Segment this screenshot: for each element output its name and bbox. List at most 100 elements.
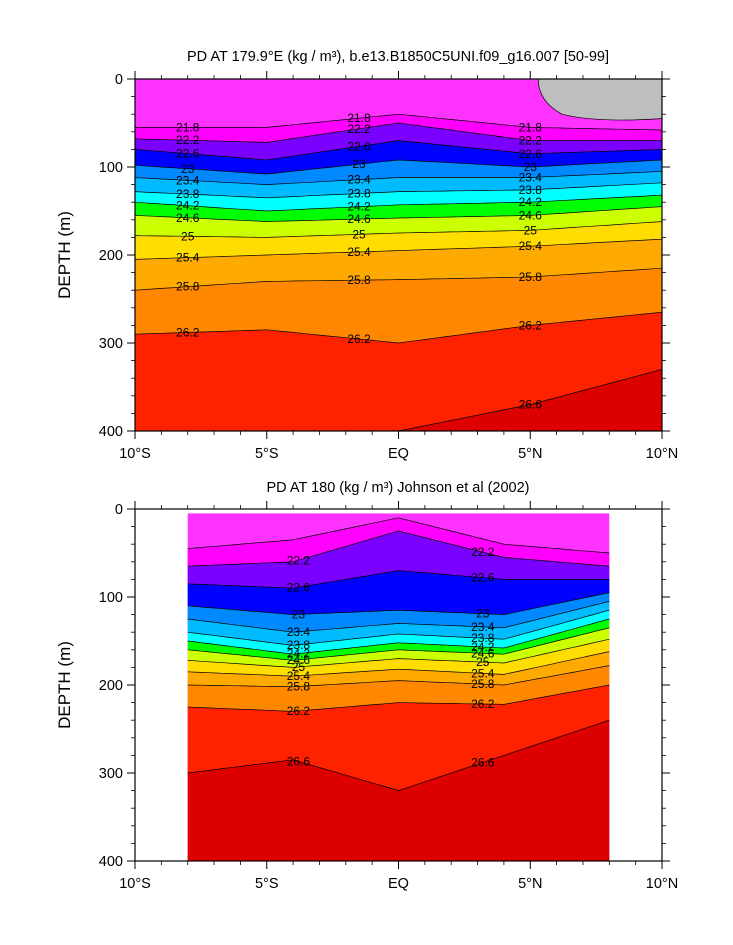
contour-label-25.4: 25.4: [519, 239, 543, 253]
contour-label-22.6: 22.6: [347, 139, 371, 153]
x-tick-label: EQ: [388, 876, 409, 892]
y-tick-label: 400: [99, 424, 123, 440]
contour-label-24.6: 24.6: [519, 208, 543, 222]
contour-label-23: 23: [524, 160, 538, 174]
contour-label-25.4: 25.4: [347, 245, 371, 259]
x-axis-observations: 10°S 5°S EQ 5°N 10°N: [119, 501, 678, 892]
contour-label-24.6: 24.6: [176, 211, 200, 225]
y-tick-label: 0: [115, 72, 123, 88]
contour-label-22.2: 22.2: [347, 122, 371, 136]
density-band-23.4: [135, 171, 662, 198]
density-band-26.2: [135, 312, 662, 431]
contour-label-22.6: 22.6: [176, 147, 200, 161]
y-axis-observations: 0 100 200 300 400: [99, 502, 670, 870]
contour-label-26.2: 26.2: [519, 318, 543, 332]
contour-label-23: 23: [181, 162, 195, 176]
contour-label-25: 25: [292, 660, 306, 674]
density-band-24.2: [135, 195, 662, 222]
contour-label-26.2: 26.2: [471, 697, 495, 711]
contour-label-24.2: 24.2: [287, 647, 311, 661]
density-band-24.2: [187, 619, 610, 661]
contour-plot-area-model: 21.821.821.822.222.222.222.622.622.623 23…: [134, 78, 663, 432]
density-band-21.8: [187, 517, 610, 567]
contour-label-23: 23: [476, 607, 490, 621]
contour-label-23.8: 23.8: [347, 187, 371, 201]
contour-label-24.6: 24.6: [347, 212, 371, 226]
y-tick-label: 300: [99, 336, 123, 352]
isopycnal-23.8: [134, 182, 663, 199]
x-tick-label: 10°S: [119, 876, 151, 892]
isopycnal-21.8: [187, 517, 610, 554]
y-axis-label-observations: DEPTH (m): [55, 641, 74, 729]
contour-label-25.4: 25.4: [176, 251, 200, 265]
isopycnal-26.6: [187, 719, 610, 791]
isopycnal-24.6: [134, 206, 663, 222]
contour-label-23.8: 23.8: [287, 638, 311, 652]
x-tick-label: 10°S: [119, 446, 151, 462]
density-band-24.6: [187, 627, 610, 668]
y-axis-label-model: DEPTH (m): [55, 211, 74, 299]
contour-label-24.6: 24.6: [287, 653, 311, 667]
density-band-25.8: [135, 268, 662, 343]
isopycnal-25.4: [134, 238, 663, 260]
contour-label-26.6: 26.6: [471, 755, 495, 769]
isopycnal-25: [134, 221, 663, 238]
isopycnal-23.4: [187, 601, 610, 633]
isopycnal-25.8: [134, 267, 663, 291]
x-tick-label: EQ: [388, 446, 409, 462]
contour-label-23.4: 23.4: [176, 173, 200, 187]
contour-label-24.6: 24.6: [471, 646, 495, 660]
contour-label-21.8: 21.8: [347, 111, 371, 125]
contour-label-25: 25: [524, 223, 538, 237]
isopycnal-26.2: [187, 684, 610, 712]
density-band-25.4: [135, 239, 662, 291]
density-band-25.8: [187, 665, 610, 712]
contour-label-25: 25: [476, 655, 490, 669]
contour-label-23.8: 23.8: [176, 187, 200, 201]
chart-title-observations: PD AT 180 (kg / m³) Johnson et al (2002): [266, 480, 529, 496]
x-tick-label: 10°N: [646, 446, 678, 462]
contour-label-22.2: 22.2: [287, 553, 311, 567]
isopycnal-22.2: [134, 122, 662, 143]
isopycnal-23.8: [187, 609, 610, 646]
density-band-23: [187, 592, 610, 633]
contour-label-25.8: 25.8: [287, 680, 311, 694]
y-tick-label: 200: [99, 248, 123, 264]
contour-label-23: 23: [352, 157, 366, 171]
density-band-23.8: [135, 182, 662, 211]
contour-label-23.8: 23.8: [519, 183, 543, 197]
contour-label-25.8: 25.8: [176, 280, 200, 294]
contour-label-22.6: 22.6: [287, 580, 311, 594]
contour-label-24.2: 24.2: [347, 200, 371, 214]
isopycnal-21.8: [135, 113, 663, 131]
density-band-22.2: [187, 531, 610, 589]
isopycnal-24.2: [187, 618, 610, 655]
contour-label-25.4: 25.4: [471, 666, 495, 680]
contour-label-25.8: 25.8: [519, 270, 543, 284]
contour-label-23.4: 23.4: [519, 171, 543, 185]
contour-label-25.8: 25.8: [347, 273, 371, 287]
density-band-22.2: [135, 123, 662, 160]
x-tick-label: 5°S: [255, 876, 279, 892]
contour-label-26.6: 26.6: [519, 398, 543, 412]
x-tick-label: 5°N: [518, 876, 542, 892]
density-band-22.6: [187, 570, 610, 615]
isopycnal-23.4: [134, 171, 663, 185]
density-band-24.6: [135, 206, 662, 238]
contour-label-21.8: 21.8: [176, 120, 200, 134]
contour-label-22.2: 22.2: [519, 134, 543, 148]
contour-label-25: 25: [181, 229, 195, 243]
density-band-21.8: [135, 114, 662, 143]
isopycnal-24.2: [134, 194, 663, 212]
contour-label-25: 25: [352, 227, 366, 241]
isopycnal-22.6: [187, 570, 610, 589]
contour-label-24.2: 24.2: [471, 640, 495, 654]
missing-data-region: [537, 78, 663, 121]
isopycnal-25.8: [187, 665, 610, 688]
y-axis-model: 0 100 200 300 400: [99, 72, 670, 440]
isopycnal-25: [187, 638, 610, 668]
contour-label-23.4: 23.4: [347, 173, 371, 187]
contour-label-21.8: 21.8: [519, 120, 543, 134]
x-tick-label: 5°N: [518, 446, 542, 462]
